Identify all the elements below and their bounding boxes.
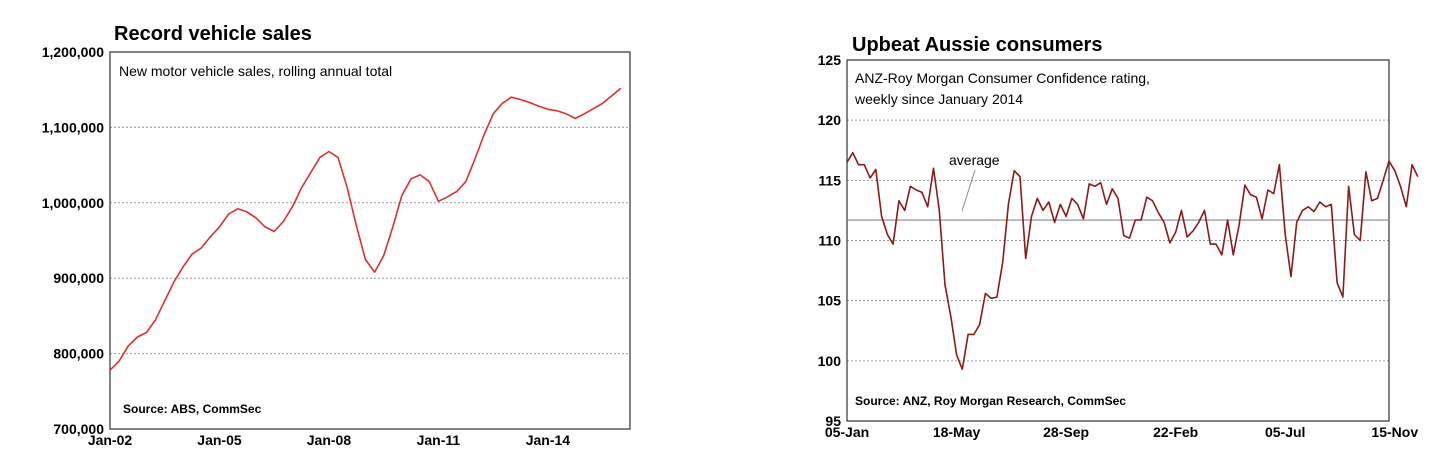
y-tick-label: 105 [818,293,842,309]
x-tick-label: 15-Nov [1371,424,1418,440]
right-chart: Upbeat Aussie consumers ANZ-Roy Morgan C… [818,34,1419,440]
left-chart-subtitle: New motor vehicle sales, rolling annual … [119,63,392,79]
x-tick-label: Jan-11 [417,432,461,448]
x-tick-label: Jan-14 [526,432,571,448]
x-tick-label: 18-May [933,424,981,440]
x-tick-label: 05-Jan [825,424,869,440]
right-chart-subtitle-line-1: ANZ-Roy Morgan Consumer Confidence ratin… [855,70,1150,86]
y-tick-label: 1,200,000 [42,44,104,60]
y-tick-label: 1,000,000 [42,195,104,211]
y-tick-label: 115 [818,172,841,188]
x-tick-label: 05-Jul [1265,424,1305,440]
right-y-axis: 95 100 105 110 115 120 125 [818,52,842,429]
y-tick-label: 120 [818,112,842,128]
x-tick-label: Jan-02 [88,432,133,448]
left-plot-frame [109,51,631,430]
left-series-group [109,87,622,371]
left-y-axis: 700,000 800,000 900,000 1,000,000 1,100,000 1… [42,44,105,437]
y-tick-label: 800,000 [53,346,104,362]
left-x-axis: Jan-02 Jan-05 Jan-08 Jan-11 Jan-14 [88,432,570,448]
y-tick-label: 125 [818,52,842,68]
x-tick-label: Jan-05 [197,432,242,448]
x-tick-label: 22-Feb [1153,424,1198,440]
right-gridlines [847,119,1389,362]
left-gridlines [110,126,630,355]
right-chart-source: Source: ANZ, Roy Morgan Research, CommSe… [855,394,1126,408]
right-chart-subtitle-line-2: weekly since January 2014 [854,91,1023,107]
left-chart-source: Source: ABS, CommSec [123,402,262,416]
right-chart-title: Upbeat Aussie consumers [852,34,1102,56]
left-chart-title: Record vehicle sales [114,23,312,45]
y-tick-label: 1,100,000 [42,119,104,135]
y-tick-label: 700,000 [53,421,104,437]
right-plot-frame [846,59,1390,422]
right-x-axis: 05-Jan 18-May 28-Sep 22-Feb 05-Jul 15-Nov [825,424,1418,440]
x-tick-label: Jan-08 [307,432,352,448]
left-chart: Record vehicle sales New motor vehicle s… [42,23,631,448]
y-tick-label: 100 [818,353,842,369]
right-series-group [846,151,1419,371]
average-annotation-pointer [961,169,976,212]
average-annotation-label: average [949,152,1000,168]
x-tick-label: 28-Sep [1043,424,1089,440]
series-line [109,87,622,371]
series-line [846,151,1419,371]
y-tick-label: 95 [825,413,841,429]
y-tick-label: 900,000 [53,270,104,286]
y-tick-label: 110 [818,233,841,249]
